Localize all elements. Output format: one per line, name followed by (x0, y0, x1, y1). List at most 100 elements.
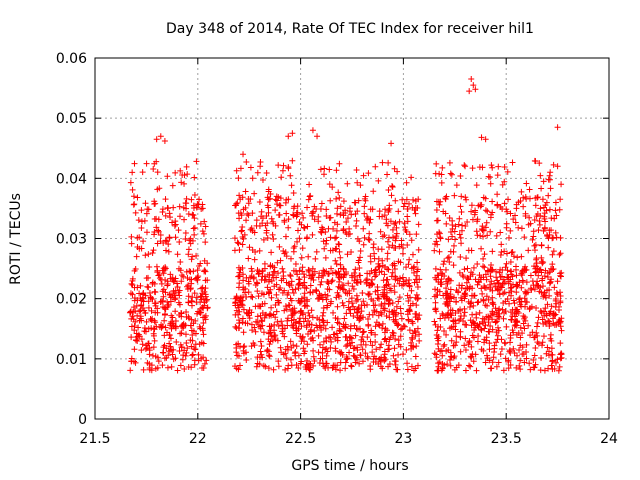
data-point (363, 279, 370, 286)
data-point (410, 344, 417, 351)
data-point (288, 308, 295, 315)
data-point (323, 345, 330, 352)
data-point (543, 350, 550, 357)
data-point (558, 181, 565, 188)
data-point (534, 194, 541, 201)
data-point (537, 205, 544, 212)
data-point (233, 294, 240, 301)
data-point (549, 235, 556, 242)
data-point (348, 249, 355, 256)
data-point (238, 301, 245, 308)
data-point (365, 321, 372, 328)
data-point (406, 283, 413, 290)
data-point (384, 327, 391, 334)
data-point (389, 262, 396, 269)
data-point (392, 358, 399, 365)
data-point (389, 242, 396, 249)
data-point (397, 305, 404, 312)
data-point (346, 230, 353, 237)
data-point (480, 255, 487, 262)
data-point (493, 363, 500, 370)
data-point (264, 234, 271, 241)
data-point (330, 309, 337, 316)
data-point (458, 294, 465, 301)
data-point (536, 221, 543, 228)
data-point (553, 212, 560, 219)
data-point (233, 201, 240, 208)
data-point (510, 297, 517, 304)
data-point (381, 264, 388, 271)
data-point (543, 231, 550, 238)
data-point (328, 278, 335, 285)
data-point (346, 349, 353, 356)
data-point (189, 331, 196, 338)
data-point (384, 276, 391, 283)
data-point (285, 224, 292, 231)
data-point (548, 337, 555, 344)
data-point (371, 250, 378, 257)
data-point (185, 299, 192, 306)
data-point (330, 364, 337, 371)
data-point (131, 267, 138, 274)
data-point (472, 276, 479, 283)
data-point (193, 252, 200, 259)
data-point (318, 200, 325, 207)
data-point (533, 323, 540, 330)
data-point (452, 223, 459, 230)
data-point (449, 217, 456, 224)
data-point (379, 320, 386, 327)
data-point (404, 241, 411, 248)
data-point (544, 344, 551, 351)
data-point (552, 207, 559, 214)
data-point (285, 133, 292, 140)
data-point (354, 296, 361, 303)
data-point (468, 208, 475, 215)
data-point (359, 333, 366, 340)
data-point (244, 210, 251, 217)
data-point (397, 333, 404, 340)
data-point (194, 201, 201, 208)
data-point (256, 268, 263, 275)
data-point (182, 352, 189, 359)
data-point (327, 300, 334, 307)
data-point (408, 237, 415, 244)
data-point (329, 184, 336, 191)
data-point (412, 332, 419, 339)
data-point (470, 264, 477, 271)
data-point (265, 365, 272, 372)
data-point (468, 76, 475, 83)
data-point (146, 289, 153, 296)
data-point (131, 346, 138, 353)
data-point (323, 237, 330, 244)
data-point (185, 282, 192, 289)
data-point (253, 222, 260, 229)
data-point (332, 269, 339, 276)
data-point (414, 295, 421, 302)
data-point (413, 272, 420, 279)
data-point (487, 323, 494, 330)
data-point (389, 226, 396, 233)
data-point (356, 360, 363, 367)
data-point (189, 352, 196, 359)
data-point (301, 303, 308, 310)
data-point (495, 359, 502, 366)
data-point (489, 164, 496, 171)
data-point (159, 208, 166, 215)
data-point (270, 235, 277, 242)
data-point (254, 288, 261, 295)
data-point (151, 231, 158, 238)
data-point (406, 306, 413, 313)
data-point (266, 289, 273, 296)
data-point (490, 354, 497, 361)
x-tick-label: 21.5 (79, 431, 110, 447)
data-point (518, 253, 525, 260)
data-point (309, 212, 316, 219)
data-point (283, 306, 290, 313)
data-point (489, 209, 496, 216)
data-point (554, 124, 561, 131)
data-point (194, 267, 201, 274)
data-point (433, 331, 440, 338)
data-point (523, 348, 530, 355)
data-point (369, 281, 376, 288)
